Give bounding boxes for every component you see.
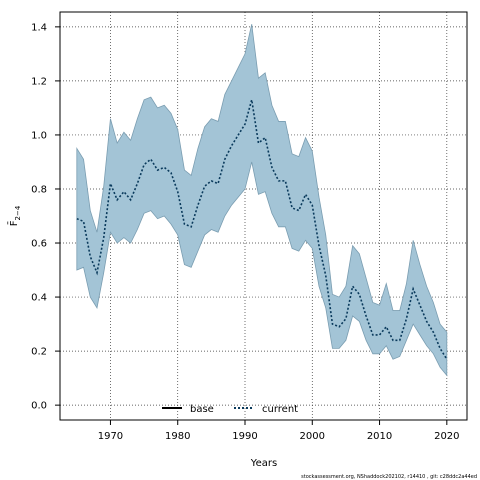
y-tick-label-7: 1.4 — [31, 22, 47, 33]
series-line-current — [76, 99, 448, 360]
x-axis: 1970 1980 1990 2000 2010 2020 — [98, 420, 460, 442]
legend-base-label: base — [190, 404, 214, 415]
plot-frame — [59, 11, 468, 421]
y-tick-label-1: 0.2 — [31, 347, 47, 358]
y-tick-label-0: 0.0 — [31, 401, 47, 412]
y-axis: 0.0 0.2 0.4 0.6 0.8 1.0 1.2 1.4 — [31, 22, 60, 412]
y-axis-title: F̄2−4 — [7, 205, 22, 226]
legend-current-label: current — [262, 404, 298, 415]
svg-text:F̄2−4: F̄2−4 — [7, 205, 22, 226]
y-tick-label-5: 1.0 — [31, 130, 47, 141]
y-tick-label-2: 0.4 — [31, 293, 47, 304]
confidence-band — [76, 24, 448, 377]
y-tick-label-3: 0.6 — [31, 239, 47, 250]
x-tick-label-3: 2000 — [300, 431, 325, 442]
confidence-band-layer — [76, 24, 448, 377]
footer-note: stockassessment.org, NShaddock202102, r1… — [301, 474, 477, 480]
series-line-layer — [76, 99, 448, 360]
legend: base current — [162, 404, 298, 415]
y-axis-title-subscript: 2−4 — [14, 205, 22, 220]
y-tick-label-4: 0.8 — [31, 184, 47, 195]
x-tick-label-1: 1980 — [165, 431, 190, 442]
x-tick-label-5: 2020 — [434, 431, 459, 442]
y-axis-title-main: F̄ — [7, 220, 20, 226]
y-tick-label-6: 1.2 — [31, 76, 47, 87]
x-tick-label-0: 1970 — [98, 431, 123, 442]
x-tick-label-4: 2010 — [367, 431, 392, 442]
x-tick-label-2: 1990 — [232, 431, 257, 442]
x-axis-title: Years — [250, 458, 277, 469]
